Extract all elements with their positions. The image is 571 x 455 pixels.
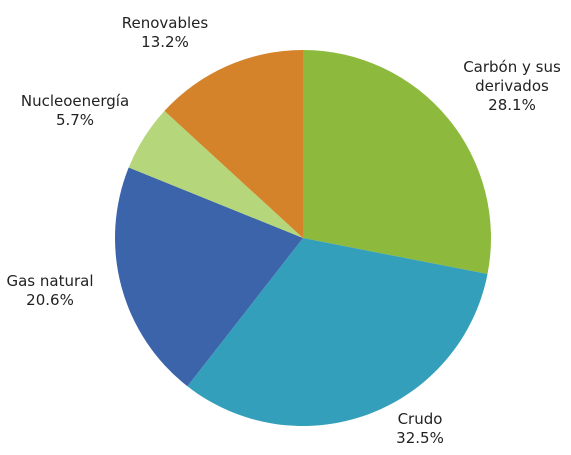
category-name: Crudo	[397, 410, 443, 428]
category-name: Carbón y sus derivados	[463, 58, 561, 95]
value-label: 20.6%	[26, 291, 74, 309]
value-label: 13.2%	[141, 33, 189, 51]
category-name: Nucleoenergía	[20, 92, 130, 110]
category-name: Renovables	[121, 14, 209, 32]
slice-label: Carbón y sus derivados 28.1%	[452, 58, 571, 115]
slice-label: Nucleoenergía 5.7%	[10, 92, 140, 130]
pie-slice	[128, 110, 303, 238]
value-label: 5.7%	[55, 111, 95, 129]
slice-label: Crudo 32.5%	[365, 410, 475, 448]
value-label: 32.5%	[396, 429, 444, 447]
slice-label: Renovables 13.2%	[105, 14, 225, 52]
pie-slice	[187, 238, 488, 426]
pie-slice	[164, 50, 303, 238]
slice-label: Gas natural 20.6%	[0, 272, 105, 310]
pie-slice	[303, 50, 491, 275]
value-label: 28.1%	[488, 96, 536, 114]
category-name: Gas natural	[6, 272, 94, 290]
pie-slice	[114, 167, 303, 387]
